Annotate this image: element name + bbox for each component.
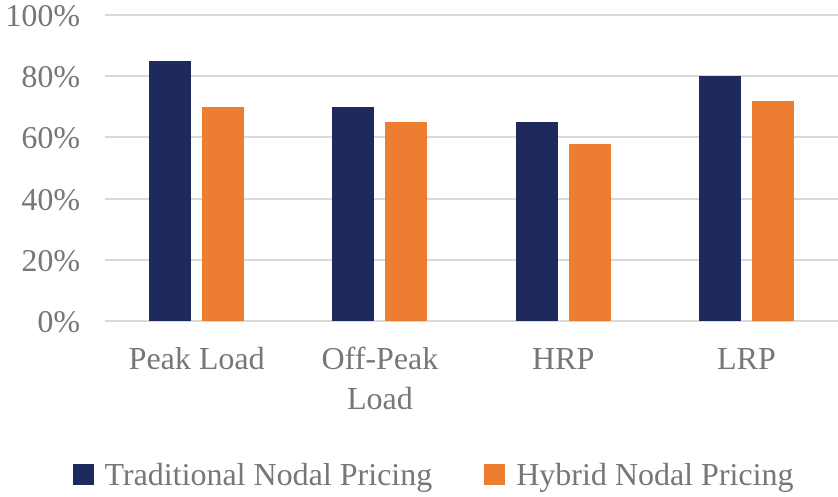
y-tick-label-20: 20% — [21, 241, 80, 278]
y-tick-label-60: 60% — [21, 119, 80, 156]
gridline-20 — [105, 258, 838, 261]
x-tick-label-lrp: LRP — [717, 340, 776, 376]
y-tick-label-80: 80% — [21, 58, 80, 95]
gridline-80 — [105, 75, 838, 78]
y-tick-label-40: 40% — [21, 180, 80, 217]
legend-swatch-hybrid-nodal-pricing — [484, 463, 506, 485]
legend-item-traditional-nodal-pricing: Traditional Nodal Pricing — [72, 456, 433, 492]
legend-label-traditional-nodal-pricing: Traditional Nodal Pricing — [104, 456, 433, 492]
y-tick-label-0: 0% — [37, 303, 80, 339]
legend-label-hybrid-nodal-pricing: Hybrid Nodal Pricing — [516, 456, 794, 492]
x-tick-label-hrp: HRP — [532, 340, 595, 376]
gridline-60 — [105, 136, 838, 139]
legend-item-hybrid-nodal-pricing: Hybrid Nodal Pricing — [484, 458, 793, 490]
bar-hybrid-nodal-pricing-lrp — [751, 100, 794, 321]
x-tick-label-off-peak-load: Off-Peak Load — [321, 340, 439, 416]
legend: Traditional Nodal Pricing Hybrid Nodal Pr… — [0, 458, 838, 490]
bar-hybrid-nodal-pricing-hrp — [568, 143, 611, 321]
bar-traditional-nodal-pricing-peak-load — [149, 60, 192, 321]
bar-traditional-nodal-pricing-hrp — [515, 122, 558, 321]
gridline-40 — [105, 197, 838, 200]
y-tick-label-100: 100% — [5, 0, 80, 33]
gridline-0 — [105, 320, 838, 322]
legend-swatch-traditional-nodal-pricing — [72, 463, 94, 485]
gridline-100 — [105, 14, 838, 16]
x-tick-label-peak-load: Peak Load — [128, 340, 265, 376]
bar-traditional-nodal-pricing-lrp — [698, 76, 741, 321]
bar-hybrid-nodal-pricing-off-peak-load — [385, 122, 428, 321]
bar-traditional-nodal-pricing-off-peak-load — [332, 106, 375, 321]
bar-hybrid-nodal-pricing-peak-load — [202, 106, 245, 321]
